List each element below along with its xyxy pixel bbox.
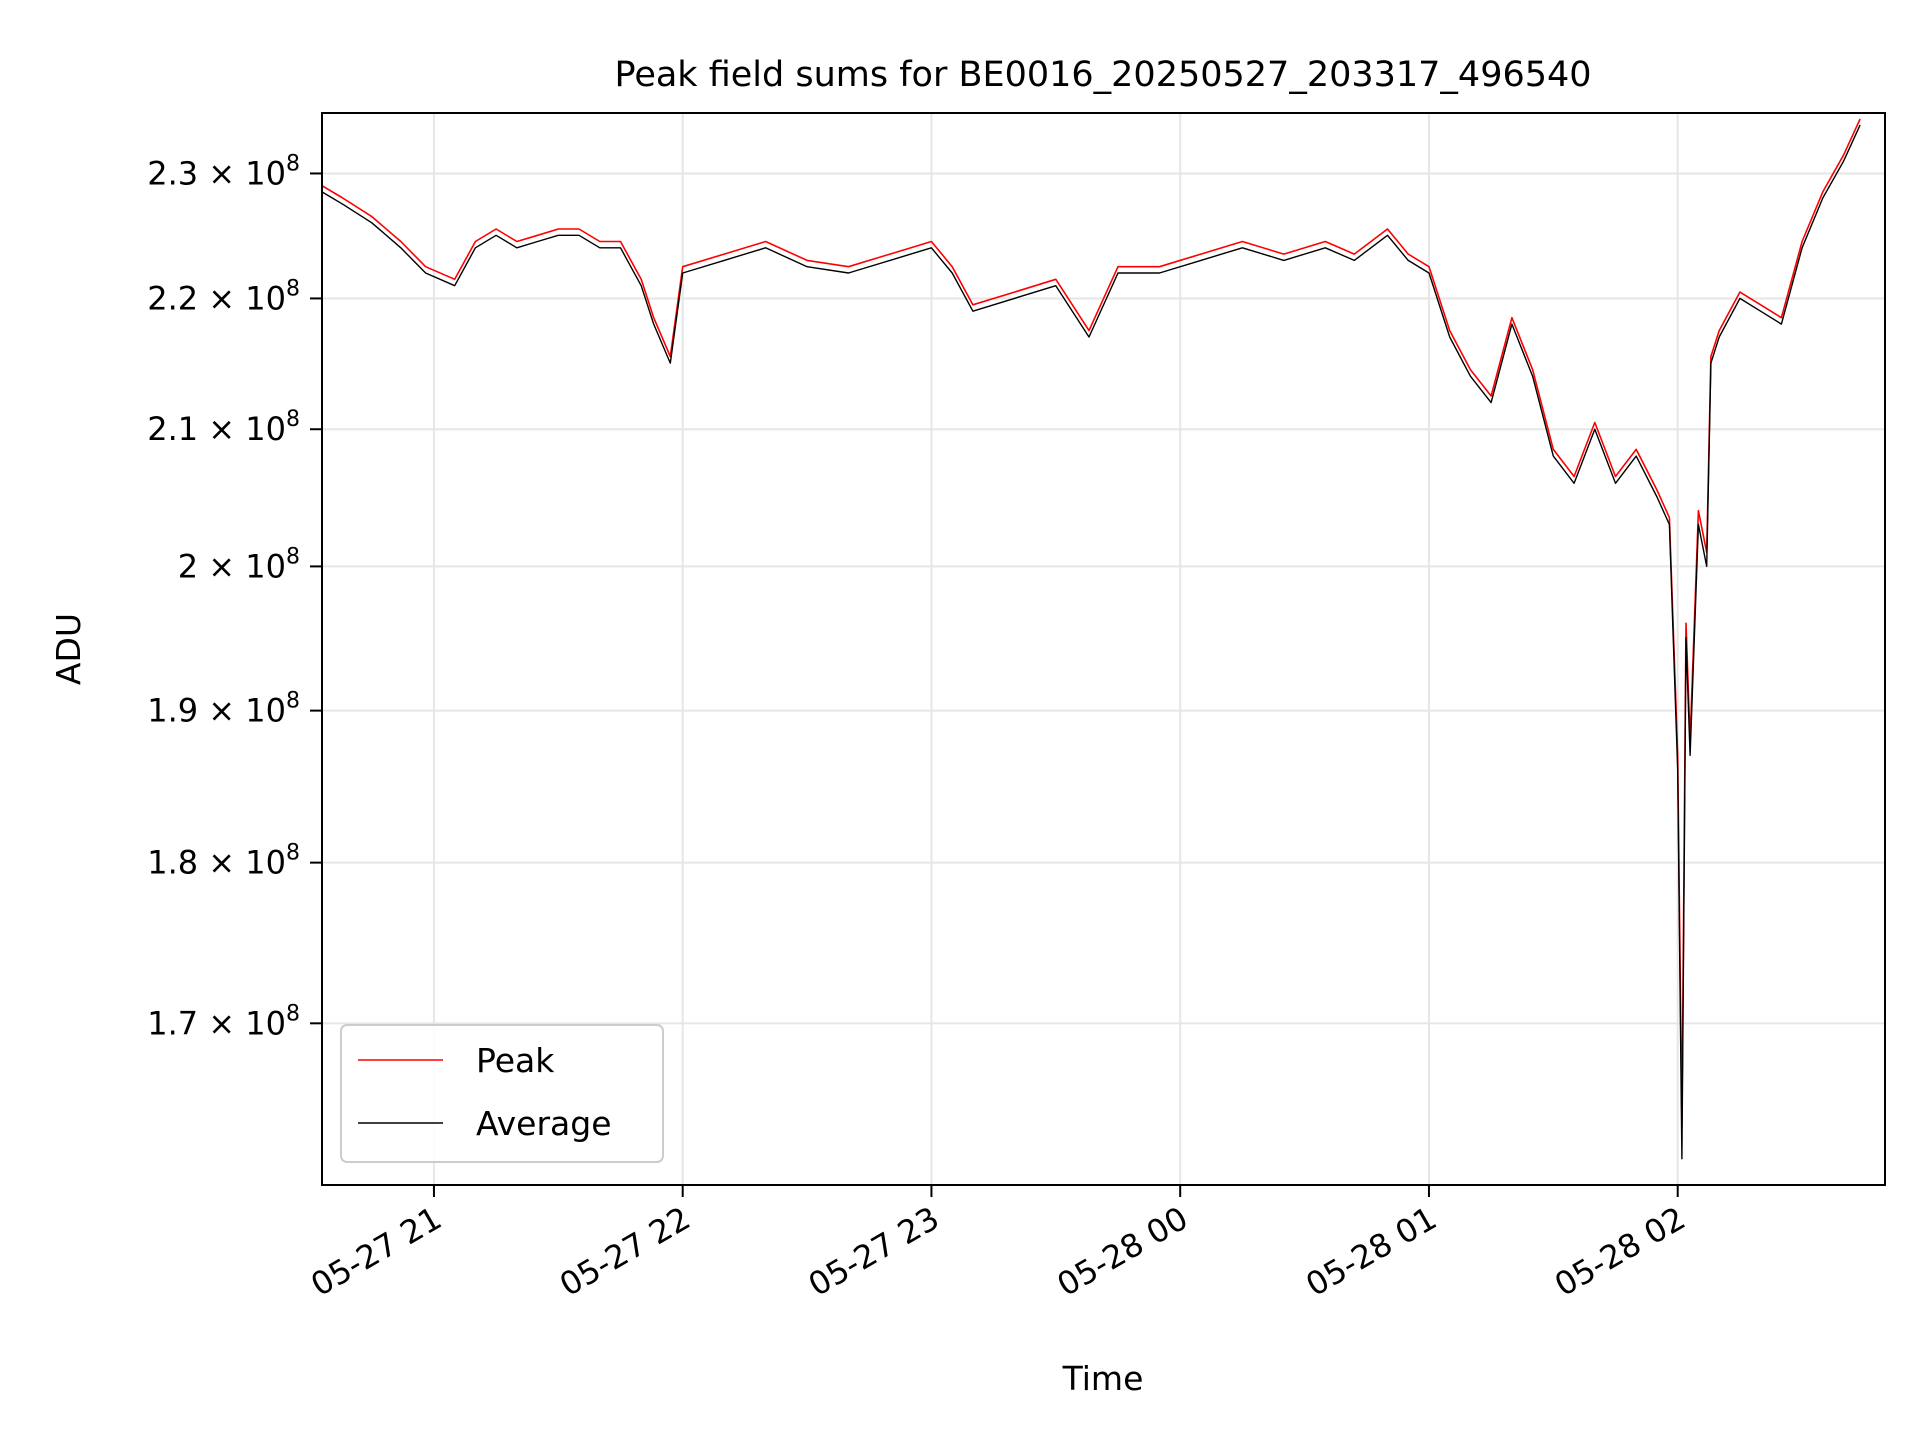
y-tick-label: 2.1 × 108	[147, 407, 300, 448]
legend-label-average: Average	[476, 1104, 612, 1143]
series-line-average	[322, 124, 1861, 1160]
y-tick-label: 2 × 108	[178, 544, 300, 585]
y-axis-label: ADU	[49, 613, 88, 685]
chart-title: Peak field sums for BE0016_20250527_2033…	[614, 55, 1591, 95]
grid-lines	[322, 113, 1885, 1185]
legend: Peak Average	[340, 1024, 664, 1163]
y-tick-label: 1.8 × 108	[147, 841, 300, 882]
y-tick-label: 2.3 × 108	[147, 151, 300, 192]
y-tick-label: 2.2 × 108	[147, 276, 300, 317]
plot-frame	[321, 112, 1886, 1186]
plot-area	[322, 118, 1861, 1160]
x-axis-label: Time	[1062, 1359, 1144, 1398]
legend-label-peak: Peak	[476, 1041, 555, 1080]
y-axis: 2.3 × 108 2.2 × 108 2.1 × 108 2 × 108 1.9 × …	[147, 151, 322, 1042]
y-tick-label: 1.9 × 108	[147, 689, 300, 730]
y-tick-label: 1.7 × 108	[147, 1001, 300, 1042]
